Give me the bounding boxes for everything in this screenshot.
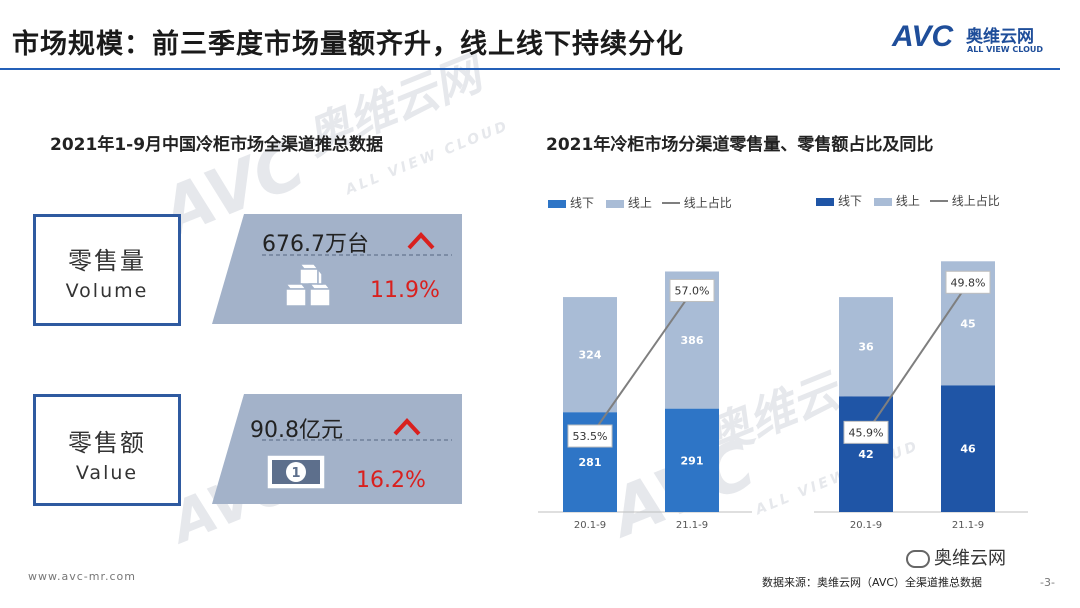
logo-en: ALL VIEW CLOUD (967, 45, 1044, 54)
bar-label-0-1: 291 (681, 454, 704, 467)
legend-volume: 线下 线上 线上占比 (548, 194, 732, 211)
bar-label-0-0: 42 (858, 448, 873, 461)
wechat-badge: 奥维云网 (906, 544, 1006, 570)
volume-value: 676.7万台 (262, 232, 369, 257)
legend-share: 线上占比 (661, 196, 732, 210)
volume-label-cn: 零售量 (68, 247, 146, 275)
legend-share-label-2: 线上占比 (951, 194, 1000, 208)
bar-offline-1 (665, 408, 719, 512)
value-label-box: 零售额 Value (33, 394, 181, 506)
legend-share-label: 线上占比 (683, 196, 732, 210)
legend-online-2: 线上 (873, 194, 920, 208)
legend-online-swatch (605, 199, 624, 208)
tick-label-0: 20.1-9 (850, 520, 882, 531)
left-subtitle: 2021年1-9月中国冷柜市场全渠道推总数据 (50, 135, 384, 155)
legend-value: 线下 线上 线上占比 (816, 192, 1000, 209)
share-label-box-1 (669, 278, 715, 302)
value-value: 90.8亿元 (250, 418, 343, 443)
banknote-icon: 1 (266, 454, 326, 490)
legend-offline: 线下 (548, 196, 594, 210)
tick-label-1: 21.1-9 (676, 520, 708, 531)
volume-chart: 281 324 20.1-9 291 386 21.1-9 53.5% 57.0% (538, 271, 752, 531)
share-label-0: 53.5% (573, 430, 608, 443)
legend-offline-label-2: 线下 (838, 194, 863, 208)
legend-offline-swatch (548, 199, 566, 208)
share-label-1: 49.8% (951, 276, 986, 289)
value-chart: 42 36 20.1-9 46 45 21.1-9 45.9% 49.8% (814, 261, 1028, 531)
share-label-box-0 (567, 424, 613, 448)
tick-label-1: 21.1-9 (952, 520, 984, 531)
share-line (589, 290, 693, 438)
volume-growth: 11.9% (370, 278, 440, 303)
legend-online: 线上 (605, 196, 652, 210)
bar-label-1-0: 324 (579, 349, 602, 362)
legend-share-swatch-2 (929, 199, 948, 202)
logo-text: AVC (892, 20, 954, 53)
up-arrow-icon (407, 232, 435, 250)
share-label-box-0 (843, 420, 889, 444)
bar-label-1-0: 36 (858, 341, 874, 354)
page-number: -3- (1040, 576, 1055, 589)
bar-label-0-1: 46 (960, 443, 976, 456)
volume-label-box: 零售量 Volume (33, 214, 181, 326)
legend-offline-label: 线下 (570, 196, 595, 210)
value-label-cn: 零售额 (68, 429, 146, 457)
volume-label-en: Volume (65, 280, 149, 302)
legend-online-swatch-2 (873, 197, 892, 206)
up-arrow-icon-2 (393, 418, 421, 436)
bar-offline-1 (941, 385, 995, 512)
share-label-0: 45.9% (849, 426, 884, 439)
avc-logo: AVC 奥维云网 ALL VIEW CLOUD (892, 20, 1060, 56)
share-label-1: 57.0% (675, 284, 710, 297)
footer-website: www.avc-mr.com (28, 570, 136, 583)
right-subtitle: 2021年冷柜市场分渠道零售量、零售额占比及同比 (546, 135, 934, 155)
footer-source: 数据来源：奥维云网（AVC）全渠道推总数据 (762, 576, 983, 589)
bar-label-0-0: 281 (579, 456, 602, 469)
volume-card-bg (212, 214, 462, 324)
wechat-icon (906, 550, 930, 568)
tick-label-0: 20.1-9 (574, 520, 606, 531)
bar-online-0 (563, 297, 617, 413)
legend-online-label: 线上 (627, 196, 652, 210)
wechat-name: 奥维云网 (934, 548, 1006, 569)
share-label-box-1 (945, 270, 991, 294)
legend-share-2: 线上占比 (929, 194, 1000, 208)
value-label-en: Value (75, 462, 139, 484)
value-growth: 16.2% (356, 468, 426, 493)
bar-label-1-1: 45 (960, 317, 975, 330)
page-title: 市场规模：前三季度市场量额齐升，线上线下持续分化 (12, 29, 684, 60)
bar-label-1-1: 386 (681, 334, 704, 347)
title-divider (0, 68, 1060, 70)
legend-offline-swatch-2 (816, 197, 834, 206)
bar-online-0 (839, 297, 893, 397)
logo-cn: 奥维云网 (966, 27, 1034, 47)
legend-online-label-2: 线上 (895, 194, 920, 208)
svg-text:1: 1 (291, 466, 300, 481)
share-line (865, 282, 969, 434)
boxes-icon (284, 263, 332, 307)
legend-share-swatch (661, 201, 680, 204)
bar-offline-0 (839, 396, 893, 512)
legend-offline-2: 线下 (816, 194, 862, 208)
